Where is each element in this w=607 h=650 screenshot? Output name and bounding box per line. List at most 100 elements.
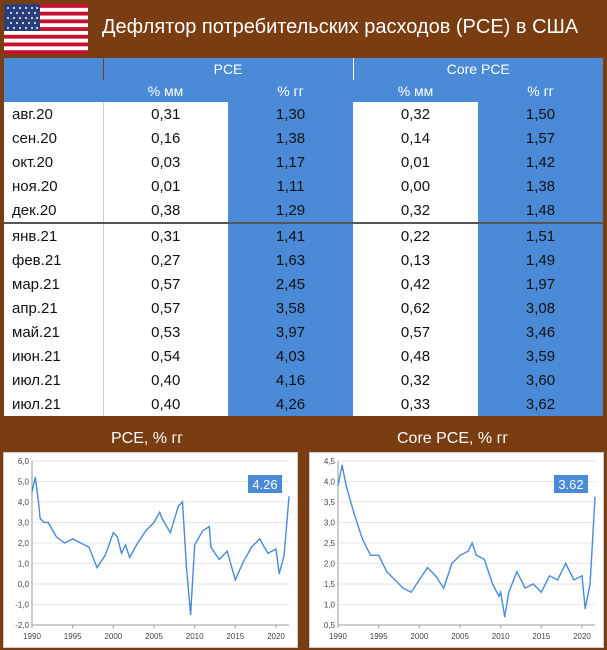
- cell-pce-mm: 0,31: [103, 222, 228, 248]
- cell-pce-mm: 0,57: [103, 272, 228, 296]
- data-point: [153, 521, 155, 524]
- data-point: [181, 501, 184, 503]
- x-tick-label: 1995: [370, 632, 388, 641]
- y-tick-label: 3,5: [324, 498, 336, 507]
- data-point: [251, 546, 253, 548]
- data-point: [283, 554, 285, 556]
- subheader-pce-yy: % гг: [228, 80, 354, 102]
- y-tick-label: 5,0: [18, 478, 30, 487]
- y-tick-label: 1,0: [324, 601, 336, 610]
- data-point: [483, 558, 485, 560]
- data-point: [72, 538, 74, 540]
- table-row: апр.21 0,57 3,58 0,62 3,08: [4, 296, 604, 320]
- data-point: [218, 558, 220, 560]
- cell-core-mm: 0,32: [353, 198, 479, 223]
- data-point: [80, 542, 82, 544]
- data-point: [177, 505, 179, 507]
- y-tick-label: -1,0: [15, 601, 29, 610]
- group-header-core-pce: Core PCE: [352, 58, 604, 80]
- cell-core-yy: 1,51: [478, 222, 604, 248]
- row-label: мар.21: [4, 272, 104, 296]
- data-point: [524, 587, 526, 589]
- x-tick-label: 2020: [573, 632, 591, 641]
- data-point: [190, 614, 192, 616]
- cell-pce-mm: 0,54: [103, 344, 228, 368]
- x-tick-label: 2015: [532, 632, 550, 641]
- data-point: [63, 542, 66, 544]
- x-tick-label: 2000: [410, 632, 428, 641]
- data-point: [31, 491, 33, 493]
- cell-core-yy: 1,50: [478, 102, 604, 126]
- data-point: [37, 501, 40, 503]
- y-tick-label: 2,0: [18, 539, 30, 548]
- last-value-label: 4.26: [252, 477, 277, 492]
- table-row: июн.21 0,54 4,03 0,48 3,59: [4, 344, 604, 368]
- data-point: [589, 583, 591, 585]
- row-label: янв.21: [4, 222, 104, 248]
- cell-pce-yy: 4,26: [228, 392, 354, 416]
- data-point: [145, 530, 147, 532]
- data-point: [210, 546, 212, 548]
- last-value-badge: [554, 475, 588, 493]
- y-tick-label: 4,0: [18, 498, 30, 507]
- table-row: июл.21 0,40 4,26 0,33 3,62: [4, 392, 604, 416]
- cell-pce-mm: 0,38: [103, 198, 228, 223]
- data-point: [185, 567, 188, 569]
- data-point: [369, 554, 372, 556]
- cell-core-mm: 0,62: [353, 296, 479, 320]
- data-point: [259, 538, 261, 540]
- cell-pce-mm: 0,31: [103, 102, 228, 126]
- table-row: июл.21 0,40 4,16 0,32 3,60: [4, 368, 604, 392]
- usa-flag-icon: [4, 4, 88, 54]
- cell-pce-yy: 1,30: [228, 102, 354, 126]
- cell-core-yy: 3,60: [478, 368, 604, 392]
- row-label: сен.20: [4, 126, 104, 150]
- data-point: [288, 496, 290, 498]
- data-point: [278, 573, 280, 575]
- data-point: [386, 571, 388, 573]
- cell-pce-mm: 0,40: [103, 368, 228, 392]
- data-point: [504, 616, 506, 618]
- x-tick-label: 2005: [145, 632, 163, 641]
- data-point: [467, 550, 469, 552]
- data-point: [573, 579, 575, 581]
- cell-pce-mm: 0,16: [103, 126, 228, 150]
- cell-core-yy: 1,48: [478, 198, 604, 223]
- data-point: [491, 583, 494, 585]
- subheader-row: % мм % гг % мм % гг: [4, 80, 604, 102]
- subheader-core-mm: % мм: [353, 80, 479, 102]
- data-point: [208, 526, 210, 528]
- data-point: [498, 595, 500, 597]
- cell-core-yy: 3,46: [478, 320, 604, 344]
- cell-pce-mm: 0,27: [103, 248, 228, 272]
- x-tick-label: 1990: [23, 632, 41, 641]
- table-row: май.21 0,53 3,97 0,57 3,46: [4, 320, 604, 344]
- data-point: [426, 567, 429, 569]
- page-title: Дефлятор потребительских расходов (PCE) …: [102, 16, 579, 38]
- cell-pce-yy: 3,58: [228, 296, 354, 320]
- x-tick-label: 1995: [64, 632, 82, 641]
- data-point: [584, 608, 586, 610]
- y-tick-label: 1,5: [324, 580, 336, 589]
- cell-core-mm: 0,00: [353, 174, 479, 198]
- y-tick-label: 0,5: [324, 621, 336, 630]
- cell-pce-yy: 1,38: [228, 126, 354, 150]
- data-point: [378, 554, 380, 556]
- data-point: [435, 575, 437, 577]
- series-line: [31, 477, 290, 615]
- cell-core-mm: 0,14: [353, 126, 479, 150]
- core-pce-line-chart: 0,5 1,0 1,5 2,0 2,5 3,0 3,5 4,0 4,5 1990 1995 2000 2…: [324, 457, 596, 641]
- data-point: [120, 552, 123, 554]
- data-point: [137, 542, 139, 544]
- table-row: сен.20 0,16 1,38 0,14 1,57: [4, 126, 604, 150]
- cell-pce-yy: 1,11: [228, 174, 354, 198]
- data-point: [202, 530, 204, 532]
- data-point: [565, 562, 567, 565]
- data-point: [116, 536, 118, 538]
- header: Дефлятор потребительских расходов (PCE) …: [0, 0, 607, 58]
- cell-core-mm: 0,32: [353, 102, 479, 126]
- cell-core-mm: 0,01: [353, 150, 479, 174]
- cell-core-mm: 0,22: [353, 222, 479, 248]
- data-point: [194, 544, 196, 546]
- cell-core-yy: 1,49: [478, 248, 604, 272]
